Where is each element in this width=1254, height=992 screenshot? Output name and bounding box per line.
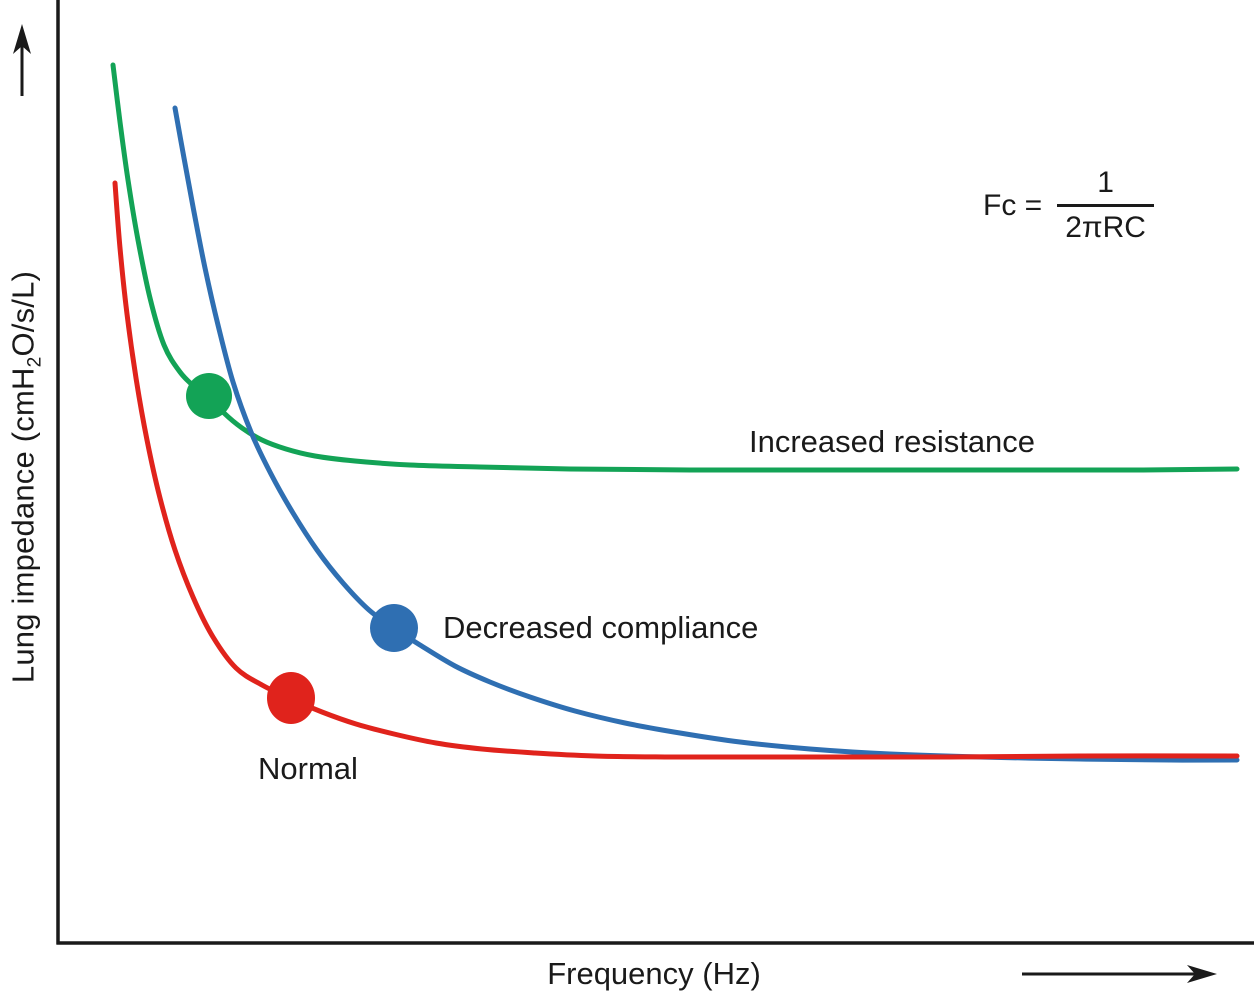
series-label-decreased-compliance: Decreased compliance	[443, 610, 759, 645]
y-axis-label-text: Lung impedance (cmH	[5, 367, 41, 684]
y-axis-arrow	[13, 24, 31, 96]
y-axis-label-units: O/s/L)	[5, 270, 41, 357]
corner-frequency-formula: Fc = 1 2πRC	[983, 166, 1154, 245]
x-axis-arrow	[1022, 965, 1217, 983]
x-axis-arrowhead-icon	[1187, 965, 1217, 983]
x-axis-label: Frequency (Hz)	[547, 956, 761, 991]
increased-resistance-curve	[110, 62, 1240, 473]
y-axis-label: Lung impedance (cmH2O/s/L)	[5, 271, 46, 683]
series-label-increased-resistance: Increased resistance	[749, 424, 1036, 459]
formula-denominator: 2πRC	[1057, 204, 1154, 245]
formula-lhs: Fc =	[983, 188, 1043, 222]
y-axis-label-subscript: 2	[24, 356, 46, 368]
formula-numerator: 1	[1097, 166, 1114, 199]
series-label-normal: Normal	[258, 751, 358, 786]
normal-curve	[112, 180, 1240, 760]
normal-corner-frequency-dot	[267, 672, 315, 724]
curves-layer	[110, 62, 1240, 763]
formula-fraction: 1 2πRC	[1057, 166, 1154, 245]
increased-resistance-corner-frequency-dot	[186, 373, 232, 419]
decreased-compliance-corner-frequency-dot	[370, 604, 418, 652]
y-axis-arrowhead-icon	[13, 24, 31, 54]
